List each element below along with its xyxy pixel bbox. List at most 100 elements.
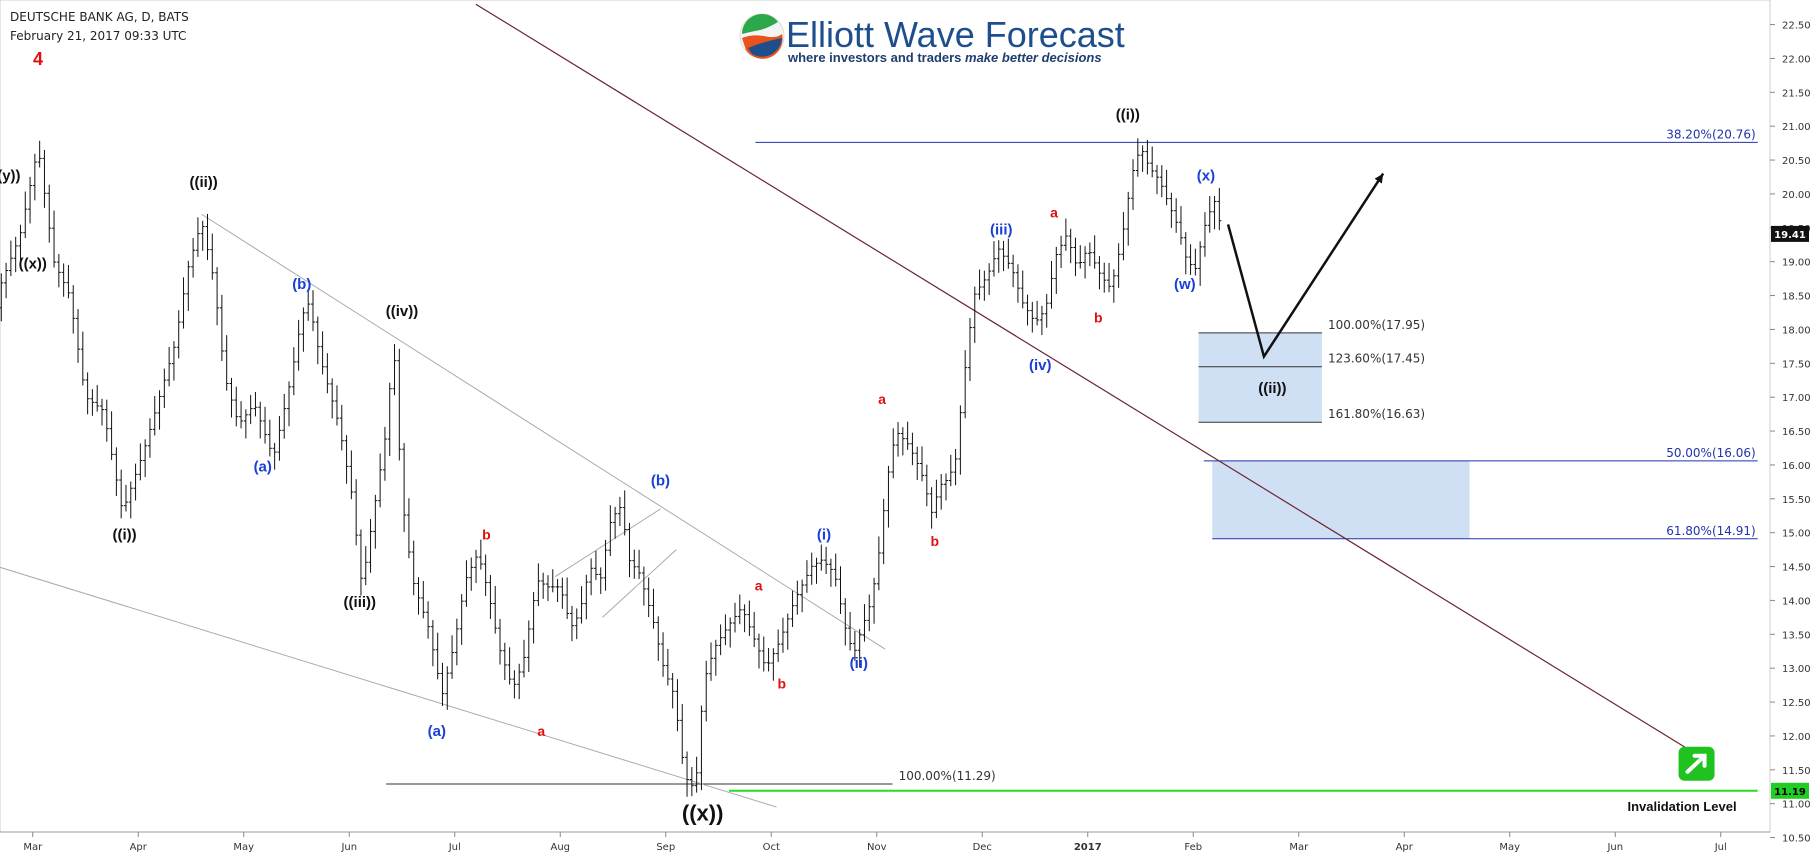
y-tick-label: 16.00 bbox=[1782, 461, 1811, 472]
x-tick-label: May bbox=[1499, 842, 1520, 853]
x-tick-label: Apr bbox=[130, 842, 148, 853]
invalidation-label: Invalidation Level bbox=[1627, 799, 1736, 814]
y-tick-label: 18.00 bbox=[1782, 325, 1811, 336]
x-tick-label: Apr bbox=[1396, 842, 1414, 853]
wave-label: (a) bbox=[254, 459, 272, 476]
elliott-wave-logo-icon bbox=[739, 13, 785, 59]
invalidation-price-tag-bg bbox=[1771, 782, 1809, 799]
fib-level-label: 100.00%(17.95) bbox=[1328, 318, 1425, 332]
wave-label: a bbox=[878, 391, 886, 407]
wave-label: b bbox=[482, 526, 491, 542]
x-tick-label: Feb bbox=[1184, 842, 1202, 853]
wave-label: ((iv)) bbox=[386, 303, 419, 320]
arrow-glyph bbox=[1685, 753, 1707, 774]
bc-channel-upper-line bbox=[554, 508, 661, 578]
last-price-tag-bg bbox=[1771, 225, 1809, 242]
x-tick-label: Dec bbox=[973, 842, 992, 853]
y-tick-label: 20.00 bbox=[1782, 190, 1811, 201]
wave-label: ((iii)) bbox=[344, 594, 376, 611]
chart-symbol-title: DEUTSCHE BANK AG, D, BATS bbox=[10, 10, 189, 24]
fib-level-label: 123.60%(17.45) bbox=[1328, 352, 1425, 366]
y-tick-label: 16.50 bbox=[1782, 427, 1811, 438]
wave-label: (b) bbox=[651, 472, 670, 489]
projection-path bbox=[1226, 172, 1385, 360]
wave-label: ((x)) bbox=[19, 255, 47, 272]
wedge-upper-line bbox=[201, 213, 886, 650]
fib-level-label: 38.20%(20.76) bbox=[1666, 127, 1755, 141]
y-tick-label: 14.50 bbox=[1782, 563, 1811, 574]
logo-tagline: where investors and traders make better … bbox=[788, 50, 1102, 65]
invalidation-price-tag: 11.19 bbox=[1774, 787, 1806, 798]
y-tick-label: 21.00 bbox=[1782, 122, 1811, 133]
x-tick-label: Mar bbox=[1289, 842, 1309, 853]
x-tick-label: Jul bbox=[448, 842, 461, 853]
wave-label: a bbox=[1050, 205, 1058, 221]
price-bars bbox=[0, 138, 1222, 797]
logo-name: Elliott Wave Forecast bbox=[786, 14, 1125, 55]
target-zone-1 bbox=[1212, 460, 1470, 539]
target-zone-0 bbox=[1198, 332, 1322, 423]
long-term-channel-line bbox=[475, 3, 1700, 757]
wave-label: ((ii)) bbox=[189, 174, 217, 191]
fib-level-label: 50.00%(16.06) bbox=[1666, 446, 1755, 460]
wave-label: b bbox=[930, 533, 939, 549]
fib-level-label: 100.00%(11.29) bbox=[899, 769, 996, 783]
y-tick-label: 22.00 bbox=[1782, 54, 1811, 65]
wave-label: ((ii)) bbox=[1258, 380, 1286, 397]
wave-label: (b) bbox=[292, 276, 311, 293]
y-tick-label: 15.50 bbox=[1782, 495, 1811, 506]
logo-tagline-bold: make better decisions bbox=[965, 50, 1102, 65]
x-tick-label: Jun bbox=[1606, 842, 1623, 853]
logo-tagline-regular: where investors and traders bbox=[788, 50, 966, 65]
x-tick-label: Mar bbox=[23, 842, 43, 853]
wave-label: (x) bbox=[1197, 167, 1215, 184]
y-tick-label: 13.50 bbox=[1782, 630, 1811, 641]
x-tick-label: May bbox=[233, 842, 254, 853]
wedge-lower-line bbox=[0, 566, 777, 808]
y-tick-label: 20.50 bbox=[1782, 156, 1811, 167]
wave-label: a bbox=[755, 577, 763, 593]
wave-label: 4 bbox=[33, 49, 43, 69]
y-tick-label: 11.00 bbox=[1782, 800, 1811, 811]
y-tick-label: 21.50 bbox=[1782, 88, 1811, 99]
wave-label: (iii) bbox=[990, 222, 1013, 239]
bc-channel-lower-line bbox=[602, 549, 677, 618]
y-tick-label: 11.50 bbox=[1782, 766, 1811, 777]
y-tick-label: 13.00 bbox=[1782, 664, 1811, 675]
projection-arrowhead-icon bbox=[1374, 173, 1384, 184]
y-tick-label: 17.00 bbox=[1782, 393, 1811, 404]
wave-label: a bbox=[537, 723, 545, 739]
wave-label: (i) bbox=[817, 526, 831, 543]
y-tick-label: 12.00 bbox=[1782, 732, 1811, 743]
wave-label: (w) bbox=[1174, 276, 1196, 293]
y-tick-label: 15.00 bbox=[1782, 529, 1811, 540]
x-tick-label: Oct bbox=[763, 842, 780, 853]
wave-label: (ii) bbox=[850, 655, 868, 672]
y-tick-label: 14.00 bbox=[1782, 596, 1811, 607]
y-tick-label: 17.50 bbox=[1782, 359, 1811, 370]
wave-label: (iv) bbox=[1029, 357, 1052, 374]
wave-label: ((x)) bbox=[682, 801, 724, 826]
x-tick-label: Sep bbox=[656, 842, 675, 853]
wave-label: ((i)) bbox=[112, 526, 136, 543]
x-tick-label: Aug bbox=[550, 842, 570, 853]
wave-label: b bbox=[778, 676, 787, 692]
y-tick-label: 22.50 bbox=[1782, 21, 1811, 32]
x-tick-label: Jul bbox=[1714, 842, 1727, 853]
x-tick-label: 2017 bbox=[1074, 842, 1102, 853]
wave-label: (a) bbox=[428, 723, 446, 740]
fib-level-label: 161.80%(16.63) bbox=[1328, 407, 1425, 421]
y-tick-label: 18.50 bbox=[1782, 292, 1811, 303]
y-tick-label: 12.50 bbox=[1782, 698, 1811, 709]
wave-label: b bbox=[1094, 310, 1103, 326]
x-tick-label: Jun bbox=[340, 842, 357, 853]
wave-label: ((y)) bbox=[0, 167, 21, 184]
wave-label: ((i)) bbox=[1116, 106, 1140, 123]
last-price-tag: 19.41 bbox=[1774, 230, 1806, 241]
y-tick-label: 10.50 bbox=[1782, 834, 1811, 845]
fib-level-label: 61.80%(14.91) bbox=[1666, 524, 1755, 538]
chart-timestamp: February 21, 2017 09:33 UTC bbox=[10, 29, 187, 43]
y-tick-label: 19.00 bbox=[1782, 258, 1811, 269]
x-tick-label: Nov bbox=[867, 842, 887, 853]
